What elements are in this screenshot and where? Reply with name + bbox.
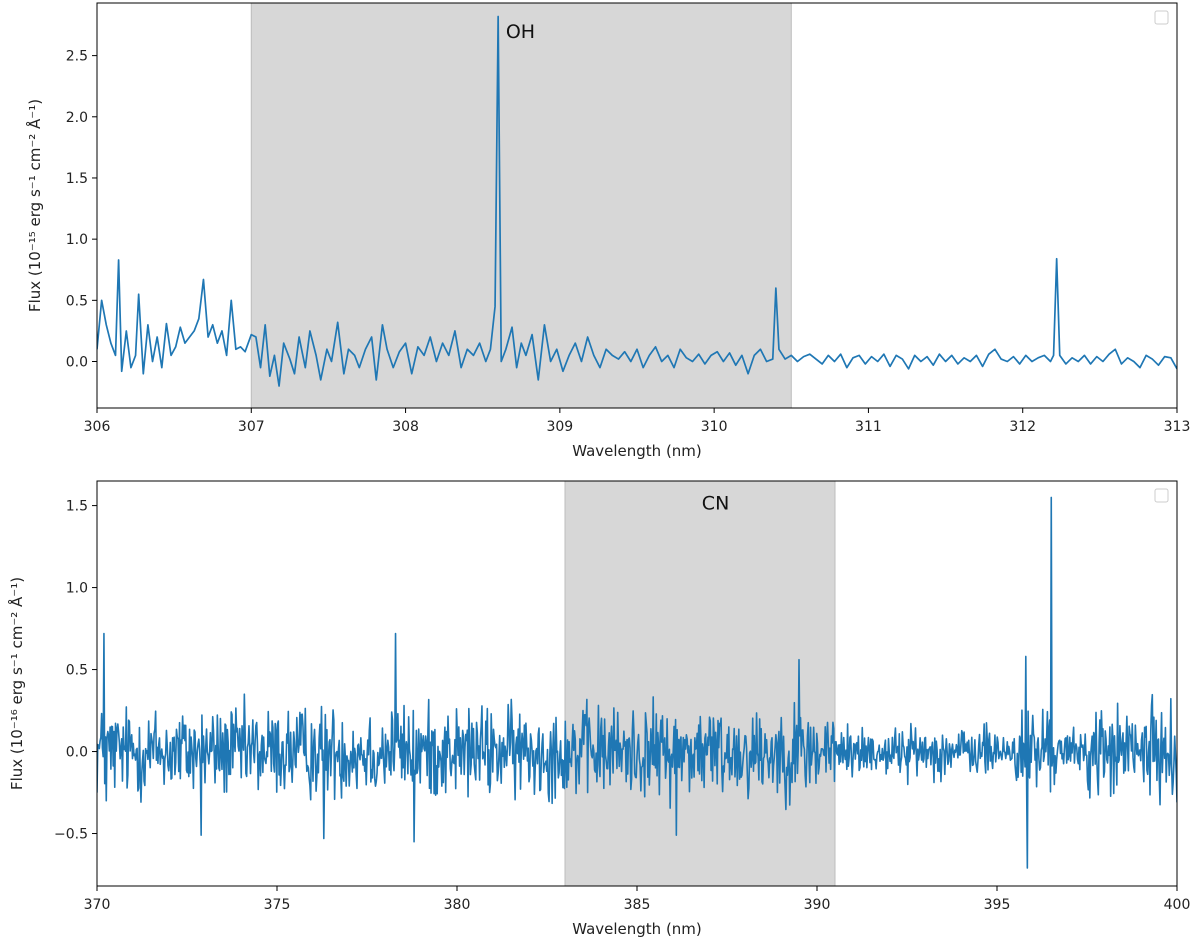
x-tick-label: 306	[84, 419, 111, 435]
cn-spectrum-panel: 370 375 380 385 390 395 400 −0.5 0.0 0.5 1.0 1.5 Wav…	[7, 480, 1191, 938]
shaded-region	[250, 2, 792, 409]
x-tick-label: 395	[984, 897, 1011, 913]
y-tick-label: 1.5	[66, 171, 88, 187]
x-tick-label: 375	[264, 897, 291, 913]
x-tick-label: 313	[1164, 419, 1191, 435]
x-tick-label: 309	[546, 419, 573, 435]
x-tick-label: 390	[804, 897, 831, 913]
oh-spectrum-panel: 306 307 308 309 310 311 312 313 0.0 0.5 1.0 1.5 2.0 2…	[25, 2, 1191, 460]
line-annotation: OH	[506, 21, 535, 43]
shaded-region	[564, 480, 836, 887]
y-tick-label: 0.5	[66, 293, 88, 309]
empty-legend	[1154, 10, 1169, 25]
x-tick-label: 380	[444, 897, 471, 913]
y-tick-label: 1.5	[66, 499, 88, 515]
axes-frame	[96, 2, 1178, 409]
line-annotation: CN	[702, 492, 729, 514]
y-axis-label: Flux (10⁻¹⁶ erg s⁻¹ cm⁻² Å⁻¹)	[7, 577, 26, 790]
y-tick-label: 1.0	[66, 581, 88, 597]
y-tick-label: 2.0	[66, 110, 88, 126]
y-tick-label: −0.5	[54, 827, 88, 843]
y-tick-label: 1.0	[66, 232, 88, 248]
x-tick-label: 311	[855, 419, 882, 435]
x-tick-label: 310	[701, 419, 728, 435]
y-tick-label: 0.0	[66, 355, 88, 371]
x-axis-label: Wavelength (nm)	[572, 920, 702, 938]
x-tick-label: 307	[238, 419, 265, 435]
y-tick-label: 0.5	[66, 663, 88, 679]
spectrum-line	[97, 15, 1177, 387]
empty-legend	[1154, 488, 1169, 503]
x-axis-label: Wavelength (nm)	[572, 442, 702, 460]
x-tick-label: 312	[1009, 419, 1036, 435]
x-tick-label: 308	[392, 419, 419, 435]
spectrum-line	[97, 496, 1177, 869]
x-tick-label: 370	[84, 897, 111, 913]
y-tick-label: 0.0	[66, 745, 88, 761]
y-axis-label: Flux (10⁻¹⁵ erg s⁻¹ cm⁻² Å⁻¹)	[25, 99, 44, 312]
y-tick-label: 2.5	[66, 49, 88, 65]
x-tick-label: 385	[624, 897, 651, 913]
x-tick-label: 400	[1164, 897, 1191, 913]
